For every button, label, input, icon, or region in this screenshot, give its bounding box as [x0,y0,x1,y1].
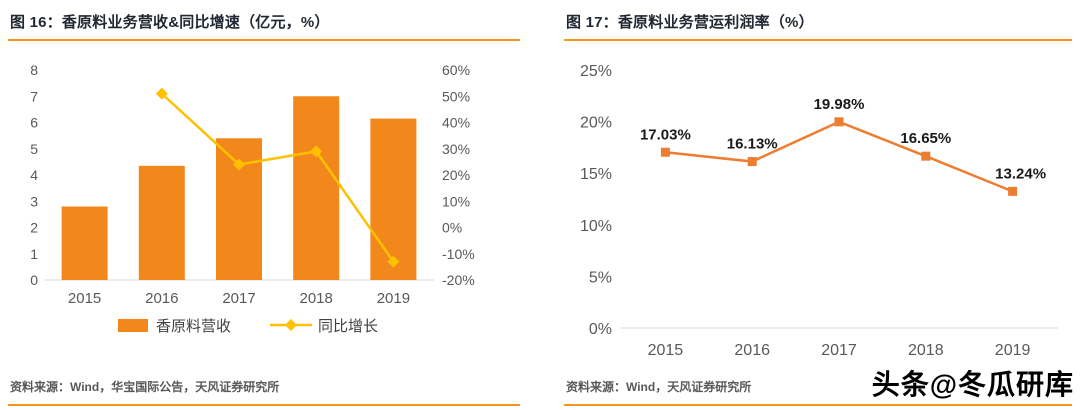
chart-text: 0% [589,321,612,338]
growth-line [160,92,395,263]
chart-text: 3 [30,193,38,209]
revenue-bar-2019 [370,118,417,280]
figure17-line-chart: 0% 5% 10% 15% 20% 25% 2015 2016 2017 2018 2019 17.0… [580,63,1058,359]
figure17-chart-area: 0% 5% 10% 15% 20% 25% 2015 2016 2017 2018 2019 17.0… [564,46,1072,373]
square-marker [834,117,844,127]
revenue-bar-2015 [61,206,108,280]
figure16-chart-area: 0 1 2 3 4 5 6 7 8 -20% -10% 0% 10% 20% 30% 40% 50% 60% 201… [8,46,520,351]
figure16-combo-chart: 0 1 2 3 4 5 6 7 8 -20% -10% 0% 10% 20% 30% 40% 50% 60% 201… [30,62,474,335]
chart-text: 同比增长 [318,318,378,335]
figure17: 图 17：香原料业务营运利润率（%） 0% 5% 10% 15% 20% 25% 2015 2… [564,6,1072,406]
square-marker [747,157,757,167]
diamond-marker [233,158,245,171]
chart-text: 2 [30,220,38,236]
chart-text: 60% [442,62,470,78]
figure16: 图 16：香原料业务营收&同比增速（亿元，%） 0 1 2 3 4 5 6 7 8 -20% -10… [8,6,520,406]
square-marker [1008,186,1018,196]
chart-text: 25% [580,63,612,80]
chart-text: 香原料营收 [156,318,231,335]
chart-text: 2019 [995,342,1031,359]
chart-text: 2018 [300,290,333,307]
chart-text: 19.98% [814,96,865,113]
chart-text: -20% [442,272,475,288]
figure16-source: 资料来源：Wind，华宝国际公告，天风证券研究所 [10,380,280,394]
chart-text: 1 [30,246,38,262]
legend-bar-swatch [118,319,148,332]
chart-text: 13.24% [995,165,1046,182]
chart-text: 16.65% [900,130,951,147]
chart-text: 5 [30,141,38,157]
figure17-source: 资料来源：Wind，天风证券研究所 [566,380,752,394]
diamond-marker [387,255,400,268]
watermark: 头条@冬瓜研库 [871,369,1074,400]
figure16-title: 图 16：香原料业务营收&同比增速（亿元，%） [10,14,330,31]
figure16-legend: 香原料营收 同比增长 [118,318,378,335]
figure16-plot: 0 1 2 3 4 5 6 7 8 -20% -10% 0% 10% 20% 30% 40% 50% 60% 201… [30,62,474,307]
figure16-title-rule [8,39,520,41]
figure16-bottom-rule [8,404,520,406]
chart-text: 16.13% [727,136,778,153]
chart-text: 5% [589,269,612,286]
chart-text: 2016 [145,290,178,307]
chart-text: 7 [30,88,38,104]
chart-text: 50% [442,88,470,104]
revenue-bar-2018 [293,96,340,280]
chart-text: 0 [30,272,38,288]
chart-text: 15% [580,166,612,183]
chart-text: 20% [442,167,470,183]
diamond-marker [310,145,323,158]
figure17-title: 图 17：香原料业务营运利润率（%） [566,14,814,31]
revenue-bar-2016 [138,165,185,280]
chart-text: 2017 [222,290,255,307]
chart-text: 2018 [908,342,944,359]
chart-text: 6 [30,115,38,131]
chart-text: 30% [442,141,470,157]
chart-text: 20% [580,115,612,132]
figure17-plot: 0% 5% 10% 15% 20% 25% 2015 2016 2017 2018 2019 17.0… [580,63,1058,359]
chart-text: 4 [30,167,38,183]
figure17-title-rule [564,39,1072,41]
chart-text: 2015 [68,290,101,307]
chart-text: 40% [442,115,470,131]
chart-text: 2015 [648,342,684,359]
square-marker [921,151,931,161]
diamond-marker [155,87,168,100]
margin-line [665,120,1014,193]
chart-text: 2017 [821,342,857,359]
chart-text: 17.03% [640,126,691,143]
legend-diamond-icon [285,319,297,331]
chart-text: 2019 [377,290,410,307]
chart-text: 0% [442,220,462,236]
chart-text: 8 [30,62,38,78]
chart-text: 2016 [734,342,770,359]
chart-text: -10% [442,246,475,262]
chart-text: 10% [580,218,612,235]
figure17-bottom-rule [564,404,1072,406]
square-marker [660,147,670,157]
chart-text: 10% [442,193,470,209]
